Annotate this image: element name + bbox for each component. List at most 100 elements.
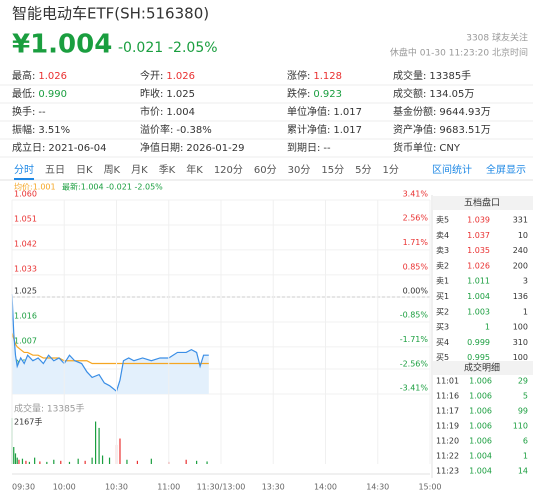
trade-time: 11:20 [436, 437, 459, 446]
change-pct: -2.05% [168, 40, 218, 56]
volume-bar [46, 461, 48, 464]
tab[interactable]: 60分 [254, 164, 277, 176]
volume-bar [34, 457, 36, 464]
volume-bar [101, 455, 104, 464]
legend-avg: 均价:1.001 [14, 182, 56, 192]
tab[interactable]: 120分 [214, 164, 243, 176]
trades-header-bg [433, 361, 533, 375]
info-label: 振幅: [12, 123, 35, 136]
volume-bar [21, 458, 24, 464]
book-side: 卖1 [436, 277, 449, 286]
info-value: 134.05万 [429, 89, 474, 100]
y2-tick-label: -1.71% [400, 335, 429, 344]
book-price: 1.011 [467, 277, 490, 286]
tab[interactable]: 年K [186, 163, 203, 176]
book-volume: 310 [513, 338, 528, 347]
book-title: 五档盘口 [464, 197, 500, 209]
info-label: 成立日: [12, 141, 45, 154]
trade-volume: 29 [518, 377, 528, 386]
trade-price: 1.006 [469, 437, 492, 446]
info-label: 基金份额: [393, 105, 436, 118]
volume-bar [150, 458, 152, 464]
volume-bar [68, 461, 71, 464]
book-price: 1.039 [467, 216, 490, 225]
trade-volume: 14 [518, 467, 528, 476]
y-tick-label: 1.033 [14, 264, 37, 273]
x-tick-label: 10:00 [53, 483, 76, 492]
volume-bar [18, 459, 20, 464]
trade-price: 1.006 [469, 392, 492, 401]
book-side: 买3 [436, 323, 449, 332]
volume-bar [53, 459, 55, 464]
y-tick-label: 1.051 [14, 214, 37, 223]
info-label: 货币单位: [393, 141, 436, 154]
book-side: 卖3 [436, 246, 449, 255]
trade-time: 11:23 [436, 467, 459, 476]
tab[interactable]: 5分 [355, 164, 371, 176]
book-price: 1.037 [467, 231, 490, 240]
trade-price: 1.004 [469, 467, 492, 476]
info-value: 2021-06-04 [48, 143, 106, 154]
x-tick-label: 15:00 [418, 483, 441, 492]
info-value: 1.026 [166, 71, 195, 82]
volume-bar [108, 457, 111, 464]
tab[interactable]: 分时 [14, 164, 34, 176]
trades-title: 成交明细 [464, 362, 500, 374]
info-value: 2026-01-29 [186, 143, 244, 154]
volume-title: 成交量: 13385手 [14, 403, 85, 415]
tab[interactable]: 周K [104, 164, 121, 176]
y2-tick-label: 2.56% [403, 214, 429, 223]
change: -0.021 [118, 40, 163, 56]
price-area [12, 294, 209, 394]
info-label: 溢价率: [140, 123, 173, 136]
trade-time: 11:17 [436, 407, 459, 416]
x-tick-label: 09:30 [12, 483, 35, 492]
x-tick-label: 14:00 [314, 483, 337, 492]
book-price: 1.035 [467, 246, 490, 255]
info-label: 成交额: [393, 87, 426, 100]
info-value: 1.017 [333, 107, 362, 118]
trade-volume: 6 [523, 437, 528, 446]
x-tick-label: 11:30/13:00 [197, 483, 246, 492]
tab[interactable]: 30分 [288, 164, 311, 176]
tab-action[interactable]: 全屏显示 [486, 163, 526, 176]
y-tick-label: 1.025 [14, 287, 37, 296]
tab-action[interactable]: 区间统计 [432, 163, 472, 176]
trade-time: 11:16 [436, 392, 459, 401]
title: 智能电动车ETF(SH:516380) [12, 5, 209, 23]
tab[interactable]: 1分 [382, 164, 398, 176]
book-side: 卖2 [436, 261, 449, 270]
y2-tick-label: -2.56% [400, 359, 429, 368]
info-value: -- [323, 143, 331, 154]
info-label: 到期日: [287, 142, 320, 154]
info-value: 1.025 [166, 89, 195, 100]
info-value: -0.38% [176, 125, 211, 136]
trade-volume: 5 [523, 392, 528, 401]
tab[interactable]: 季K [159, 164, 176, 176]
volume-bar [13, 447, 15, 464]
tab[interactable]: 15分 [321, 164, 344, 176]
trade-price: 1.006 [469, 377, 492, 386]
followers: 3308 球友关注 [466, 32, 528, 44]
info-value: 13385手 [429, 69, 471, 82]
volume-bar [60, 460, 62, 464]
info-value: 3.51% [38, 125, 70, 136]
info-value: CNY [439, 143, 460, 154]
trade-volume: 99 [518, 407, 528, 416]
volume-bar [39, 461, 41, 464]
y2-tick-label: -3.41% [400, 384, 429, 393]
info-label: 昨收: [140, 87, 163, 100]
info-label: 跌停: [287, 87, 310, 100]
tab[interactable]: 月K [131, 164, 148, 176]
book-volume: 100 [513, 353, 528, 362]
tab[interactable]: 五日 [45, 165, 65, 176]
tab[interactable]: 日K [76, 165, 93, 176]
x-tick-label: 13:30 [262, 483, 285, 492]
info-value: 9683.51万 [439, 125, 490, 136]
book-price: 1.004 [467, 292, 490, 301]
trade-price: 1.006 [469, 422, 492, 431]
volume-bar [126, 459, 128, 464]
book-volume: 3 [523, 277, 528, 286]
book-side: 买2 [436, 307, 449, 316]
